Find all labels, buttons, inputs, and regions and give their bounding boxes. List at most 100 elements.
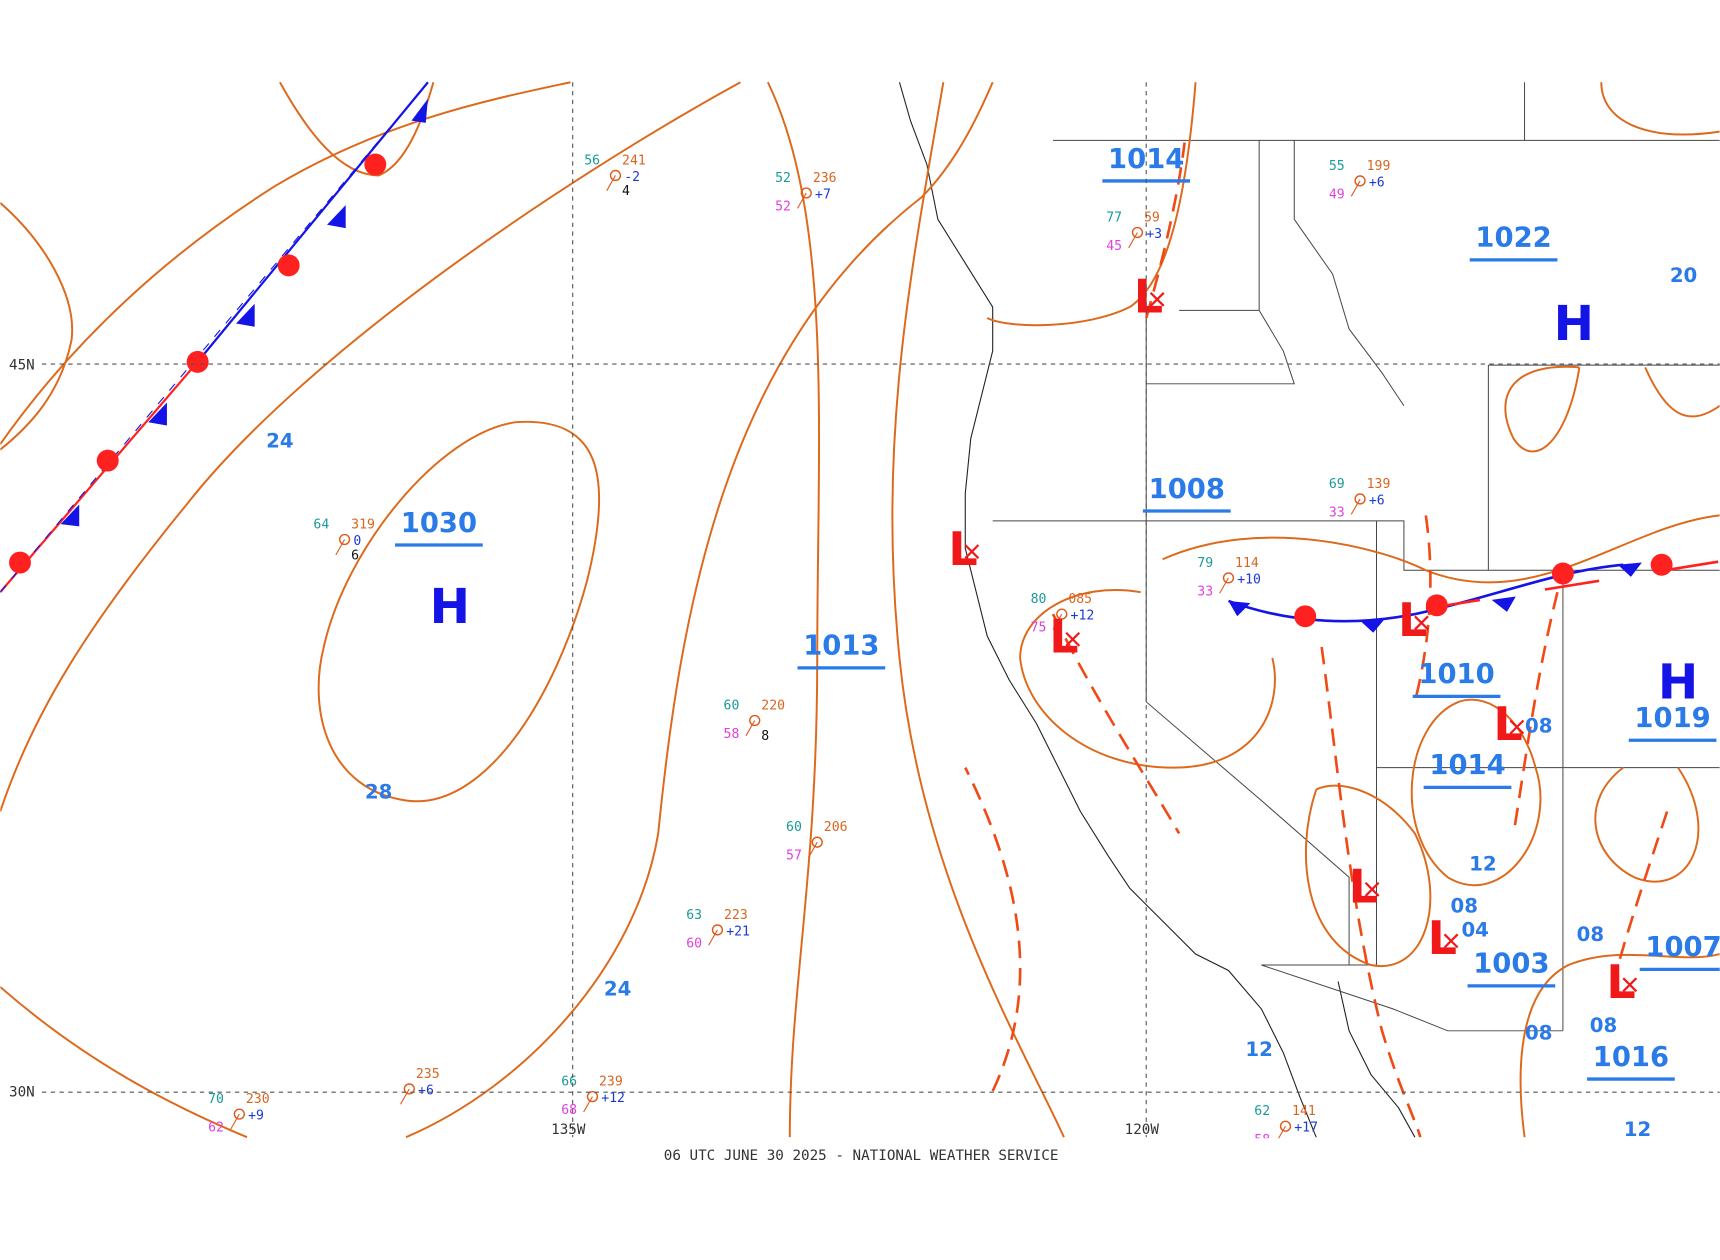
grid-label: 120W xyxy=(1125,1122,1160,1138)
low-center: L xyxy=(948,522,977,576)
isobar-label: 12 xyxy=(1245,1038,1272,1061)
station-dewpoint: 52 xyxy=(775,200,791,215)
isobar-label: 24 xyxy=(266,429,293,452)
troughs xyxy=(964,142,1669,1138)
grid-label: 45N xyxy=(9,358,35,374)
high-center: H xyxy=(1554,296,1594,352)
station-pressure: 239 xyxy=(599,1075,623,1090)
low-center: L xyxy=(1134,270,1163,324)
station-tendency: +21 xyxy=(726,924,750,939)
pressure-label: 1014 xyxy=(1108,144,1184,175)
station-circle xyxy=(1354,493,1366,505)
station-circle xyxy=(609,169,622,182)
low-marker xyxy=(1443,933,1459,949)
station-tendency: +10 xyxy=(1237,572,1261,587)
pressure-label: 1010 xyxy=(1418,659,1494,690)
station-temperature: 77 xyxy=(1106,211,1122,226)
low-center: L xyxy=(1428,911,1457,965)
isobar-label: 24 xyxy=(604,978,631,1001)
wind-barb xyxy=(1277,1125,1286,1139)
isobar-label: 08 xyxy=(1451,894,1478,917)
wind-barb xyxy=(797,192,807,209)
station-tendency: +3 xyxy=(1146,227,1162,242)
low-marker xyxy=(1414,615,1429,631)
low-marker xyxy=(1149,292,1165,307)
pressure-label: 1019 xyxy=(1634,703,1710,734)
station-tendency: +9 xyxy=(248,1109,264,1124)
station-temperature: 64 xyxy=(313,518,329,533)
pressure-label: 1016 xyxy=(1593,1042,1669,1073)
station-dewpoint: 58 xyxy=(1254,1133,1270,1148)
station-dewpoint: 57 xyxy=(786,849,802,864)
isobar-label: 12 xyxy=(1624,1118,1651,1141)
station-temperature: 52 xyxy=(775,171,791,186)
station-circle xyxy=(338,533,351,546)
wind-barb xyxy=(1219,577,1229,594)
low-center: L xyxy=(1349,860,1378,914)
borders xyxy=(898,82,1720,1138)
isobar-label: 28 xyxy=(365,780,392,803)
station-circle xyxy=(800,187,812,199)
wind-barb xyxy=(335,539,346,556)
station-temperature: 60 xyxy=(786,820,802,835)
pressure-label: 1030 xyxy=(401,508,477,539)
grid-label: 30N xyxy=(9,1085,35,1101)
station-temperature: 56 xyxy=(584,153,600,168)
station-pressure: 206 xyxy=(824,820,848,835)
wind-barb xyxy=(400,1088,410,1105)
station-pressure: 223 xyxy=(724,908,748,923)
isobar-label: 20 xyxy=(1670,264,1697,287)
station-temperature: 79 xyxy=(1197,556,1213,571)
station-dewpoint: 33 xyxy=(1197,584,1213,599)
isobar-label: 12 xyxy=(1469,853,1496,876)
graticule: 45N 30N 135W 120W 06 UTC JUNE 30 2025 - … xyxy=(9,82,1720,1164)
station-circle xyxy=(1056,608,1068,620)
station-pressure: 139 xyxy=(1367,477,1391,492)
station-pressure: 085 xyxy=(1068,592,1092,607)
station-circle xyxy=(1354,175,1366,187)
pressure-label: 1003 xyxy=(1473,949,1549,980)
low-center: L xyxy=(1493,697,1522,751)
station-temperature: 69 xyxy=(1329,477,1345,492)
low-center: L xyxy=(1398,593,1427,647)
high-center: H xyxy=(430,579,470,635)
station-temperature: 62 xyxy=(1254,1104,1270,1119)
station-pressure: 241 xyxy=(622,153,646,168)
station-pressure: 220 xyxy=(761,699,785,714)
station-temperature: 80 xyxy=(1031,592,1047,607)
pressure-label: 1007 xyxy=(1645,932,1720,963)
wind-barb xyxy=(745,720,756,737)
wind-barb xyxy=(583,1096,593,1113)
station-dewpoint: 75 xyxy=(1031,621,1047,636)
station-circle xyxy=(233,1108,245,1120)
wind-barb xyxy=(1350,180,1361,197)
station-dewpoint: 49 xyxy=(1329,187,1345,202)
station-pressure: 141 xyxy=(1292,1104,1316,1119)
station-pressure: 59 xyxy=(1144,211,1160,226)
station-tendency: +6 xyxy=(1369,175,1385,190)
station-circle xyxy=(586,1090,599,1103)
wind-barb xyxy=(1052,613,1063,630)
pressure-label: 1014 xyxy=(1429,750,1505,781)
station-pressure: 235 xyxy=(416,1067,440,1082)
caption: 06 UTC JUNE 30 2025 - NATIONAL WEATHER S… xyxy=(664,1148,1059,1164)
station-temperature: 63 xyxy=(686,908,702,923)
station-cloud: 6 xyxy=(351,548,359,563)
station-dewpoint: 58 xyxy=(724,727,740,742)
pressure-label: 1008 xyxy=(1149,474,1225,505)
wind-barb xyxy=(708,929,718,946)
wind-barb xyxy=(807,841,818,858)
station-circle xyxy=(1131,226,1144,239)
map-labels: 1030 1013 1014 1008 1022 1010 1014 1019 1003 1007… xyxy=(266,144,1720,1141)
isobar-label: 04 xyxy=(1461,919,1488,942)
station-dewpoint: 33 xyxy=(1329,506,1345,521)
isobar-label: 08 xyxy=(1525,1022,1552,1045)
station-tendency: +17 xyxy=(1294,1121,1318,1136)
station-cloud: 4 xyxy=(622,184,630,199)
low-marker xyxy=(1065,631,1081,647)
station-pressure: 236 xyxy=(813,171,837,186)
isobars xyxy=(0,81,1720,1139)
station-circle xyxy=(811,836,823,848)
station-circle xyxy=(1279,1120,1292,1132)
